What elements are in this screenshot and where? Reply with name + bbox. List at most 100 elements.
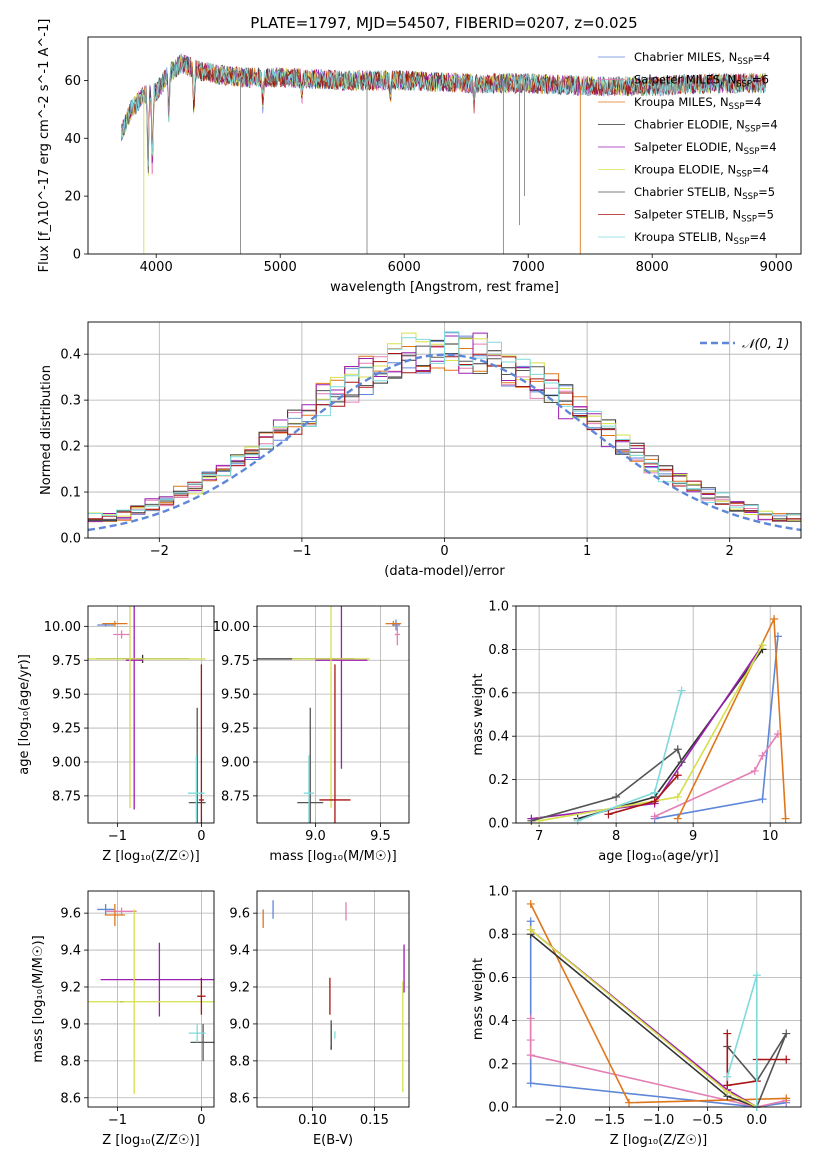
errorbar-point-salpeter_stelib [319, 664, 351, 823]
axes-z-vs-weight: −2.0 −1.5 −1.0 −0.5 0.0 0.0 0.2 0.4 0.6 0.8 1.0 Z [… [471, 885, 802, 1148]
legend-label-main: Salpeter STELIB, N [634, 208, 741, 222]
legend-label: Salpeter STELIB, NSSP=5 [634, 208, 774, 225]
y-axis-label: mass weight [471, 958, 486, 1040]
weight-marker-kroupa_stelib [752, 971, 761, 980]
weight-marker-chabrier_stelib [612, 792, 621, 801]
y-tick-label: 9.6 [60, 907, 81, 922]
y-tick-label: 8.6 [229, 1091, 250, 1106]
y-tick-label: 0.1 [60, 486, 81, 501]
errorbar-point-kroupa_stelib [303, 755, 315, 823]
y-tick-label: 20 [64, 190, 81, 205]
legend-label: 𝒩(0, 1) [742, 337, 789, 352]
y-tick-label: 9.0 [60, 1017, 81, 1032]
x-tick-label: 5000 [264, 260, 297, 275]
y-tick-label: 9.50 [221, 688, 250, 703]
weight-marker-salpeter_miles [650, 812, 659, 821]
y-tick-label: 0.2 [488, 1057, 509, 1072]
y-tick-label: 0.4 [60, 348, 81, 363]
y-tick-label: 9.6 [229, 907, 250, 922]
y-tick-label: 8.6 [60, 1091, 81, 1106]
x-axis-label: wavelength [Angstrom, rest frame] [330, 280, 559, 295]
weight-marker-salpeter_stelib [723, 1081, 732, 1090]
weight-marker-chabrier_stelib [677, 758, 686, 767]
y-tick-label: 9.75 [221, 654, 250, 669]
legend-label: Kroupa MILES, NSSP=4 [634, 95, 761, 112]
y-tick-label: 9.25 [221, 722, 250, 737]
errorbar-point-kroupa_miles [385, 620, 402, 627]
legend-label-eq: =4 [760, 140, 777, 154]
weight-marker-kroupa_miles [625, 1098, 634, 1107]
axes-frame-z-vs-weight [515, 890, 802, 1108]
axes-frame-age-vs-weight [515, 605, 802, 824]
weight-line-chabrier_miles [529, 921, 787, 1107]
errorbar-point-kroupa_elodie [88, 606, 206, 809]
weight-marker-salpeter_stelib [604, 810, 613, 819]
y-tick-label: 9.2 [229, 981, 250, 996]
x-tick-label: 7 [535, 829, 543, 844]
legend-label-eq: =5 [757, 208, 774, 222]
histogram-kroupa_stelib [88, 331, 801, 521]
legend: 𝒩(0, 1) [700, 337, 789, 352]
weight-marker-salpeter_stelib [782, 1055, 791, 1064]
axes-age-vs-weight: 7 8 9 10 0.0 0.2 0.4 0.6 0.8 1.0 age [log₁₀(age/yr… [471, 600, 802, 864]
x-tick-label: 2 [726, 544, 734, 559]
y-tick-label: 8.8 [229, 1054, 250, 1069]
x-tick-label: −1.0 [643, 1113, 675, 1128]
y-tick-label: 1.0 [488, 885, 509, 900]
weight-marker-salpeter_miles [526, 1014, 535, 1023]
y-tick-label: 40 [64, 132, 81, 147]
errorbar-point-kroupa_stelib [188, 1023, 206, 1043]
weight-line-kroupa_stelib [577, 690, 683, 822]
axes-frame-residual-hist [87, 321, 802, 539]
weight-line-chabrier_stelib [726, 1033, 788, 1107]
x-tick-label: 1 [583, 544, 591, 559]
axes-ebv-vs-mass: 0.10 0.15 8.6 8.8 9.0 9.2 9.4 9.6 E(B-V) [229, 890, 410, 1148]
legend-label-main: Kroupa STELIB, N [634, 230, 734, 244]
errorbar-point-kroupa_stelib [187, 755, 205, 823]
legend-label-sub: SSP [741, 215, 757, 225]
y-tick-label: 0 [73, 248, 81, 263]
errorbar-point-salpeter_elodie [100, 942, 214, 1017]
weight-marker-kroupa_elodie [758, 641, 767, 650]
y-tick-label: 0.8 [488, 643, 509, 658]
x-tick-label: −1 [108, 1113, 127, 1128]
x-tick-label: 9 [689, 829, 697, 844]
legend-label-main: Chabrier STELIB, N [634, 185, 742, 199]
weight-marker-salpeter_miles [750, 766, 759, 775]
spectrum-line-kroupa_stelib [121, 54, 767, 167]
weight-marker-chabrier_miles [526, 917, 535, 926]
weight-marker-salpeter_stelib [673, 771, 682, 780]
y-tick-label: 8.8 [60, 1054, 81, 1069]
y-tick-label: 9.0 [229, 1017, 250, 1032]
y-axis-label: age [log₁₀(age/yr)] [17, 654, 32, 775]
y-tick-label: 8.75 [221, 789, 250, 804]
x-axis-label: Z [log₁₀(Z/Z☉)] [102, 849, 199, 864]
legend-label-sub: SSP [734, 237, 750, 247]
errorbar-point-kroupa_miles [102, 620, 128, 627]
errorbar-point-salpeter_stelib [198, 664, 204, 823]
y-axis-label: Normed distribution [39, 365, 54, 495]
x-axis-label: mass [log₁₀(M/M☉)] [269, 849, 396, 864]
x-tick-label: −1 [108, 829, 127, 844]
weight-marker-salpeter_stelib [650, 797, 659, 806]
figure-title: PLATE=1797, MJD=54507, FIBERID=0207, z=0… [250, 14, 637, 32]
legend-label-main: Salpeter MILES, N [634, 73, 736, 87]
legend-label-eq: =4 [752, 163, 769, 177]
axes-z-vs-mass: −1 0 8.6 8.8 9.0 9.2 9.4 9.6 Z [log₁₀(Z/Z☉)] mass… [31, 890, 215, 1148]
x-tick-label: −1 [292, 544, 311, 559]
x-axis-label: Z [log₁₀(Z/Z☉)] [610, 1133, 707, 1148]
errorbar-point-chabrier_miles [97, 903, 115, 915]
legend-label-main: Kroupa ELODIE, N [634, 163, 736, 177]
legend-label: Chabrier MILES, NSSP=4 [634, 50, 770, 67]
weight-marker-kroupa_miles [770, 615, 779, 624]
axes-residual-hist: −2 −1 0 1 2 0.0 0.1 0.2 0.3 0.4 (data-model)/error… [39, 321, 802, 579]
x-tick-label: 9.5 [370, 829, 391, 844]
y-axis-label: mass [log₁₀(M/M☉)] [31, 935, 46, 1062]
x-tick-label: 0 [440, 544, 448, 559]
legend-label-main: Kroupa MILES, N [634, 95, 729, 109]
y-tick-label: 0.0 [488, 1101, 509, 1116]
weight-marker-salpeter_stelib [723, 1029, 732, 1038]
y-tick-label: 0.4 [488, 1014, 509, 1029]
x-tick-label: 9000 [760, 260, 793, 275]
